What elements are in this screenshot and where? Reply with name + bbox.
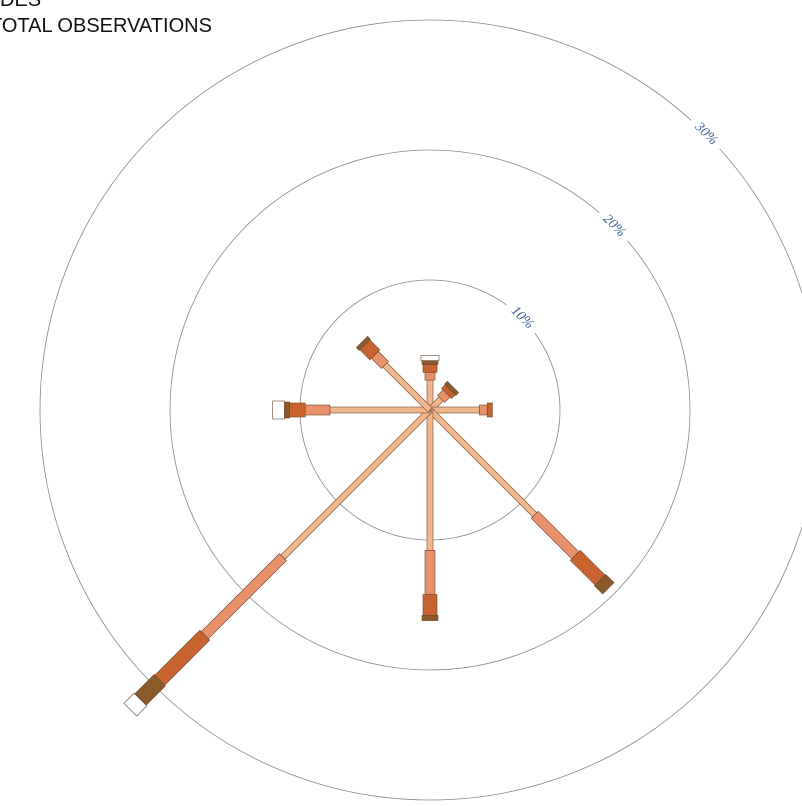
spoke-segment <box>429 406 480 414</box>
spoke-segment <box>569 549 606 586</box>
spoke-segment <box>304 404 331 416</box>
spoke-segment <box>421 360 439 365</box>
chart-title: DES <box>0 0 41 11</box>
ring-label-bg <box>684 113 727 156</box>
spoke-segment <box>284 401 290 419</box>
spoke-segment <box>420 355 440 361</box>
spoke-segment <box>486 402 493 418</box>
spoke-segment <box>444 380 460 396</box>
spoke-segment <box>355 335 371 351</box>
grid-ring <box>39 19 802 801</box>
spoke-segment <box>424 371 436 381</box>
spoke-segment <box>289 402 306 418</box>
spoke-segment <box>422 364 438 373</box>
spoke-segment <box>422 594 438 616</box>
ring-label-bg <box>592 204 636 248</box>
spokes <box>123 335 615 717</box>
grid-ring <box>169 149 691 671</box>
spoke-segment <box>123 692 148 717</box>
spoke-segment <box>280 407 433 560</box>
spoke-segment <box>424 550 436 595</box>
spoke-segment <box>421 615 439 621</box>
spoke-segment <box>427 407 538 518</box>
ring-label-bg <box>500 296 544 340</box>
spoke-segment <box>479 404 488 416</box>
spoke-segment <box>593 573 615 595</box>
spoke-segment <box>530 510 580 560</box>
spoke-segment <box>426 409 434 551</box>
spoke-segment <box>154 629 211 686</box>
chart-subtitle: TOTAL OBSERVATIONS <box>0 15 212 37</box>
spoke-segment <box>200 553 287 640</box>
spoke-segment <box>272 400 285 420</box>
spoke-segment <box>329 406 431 414</box>
